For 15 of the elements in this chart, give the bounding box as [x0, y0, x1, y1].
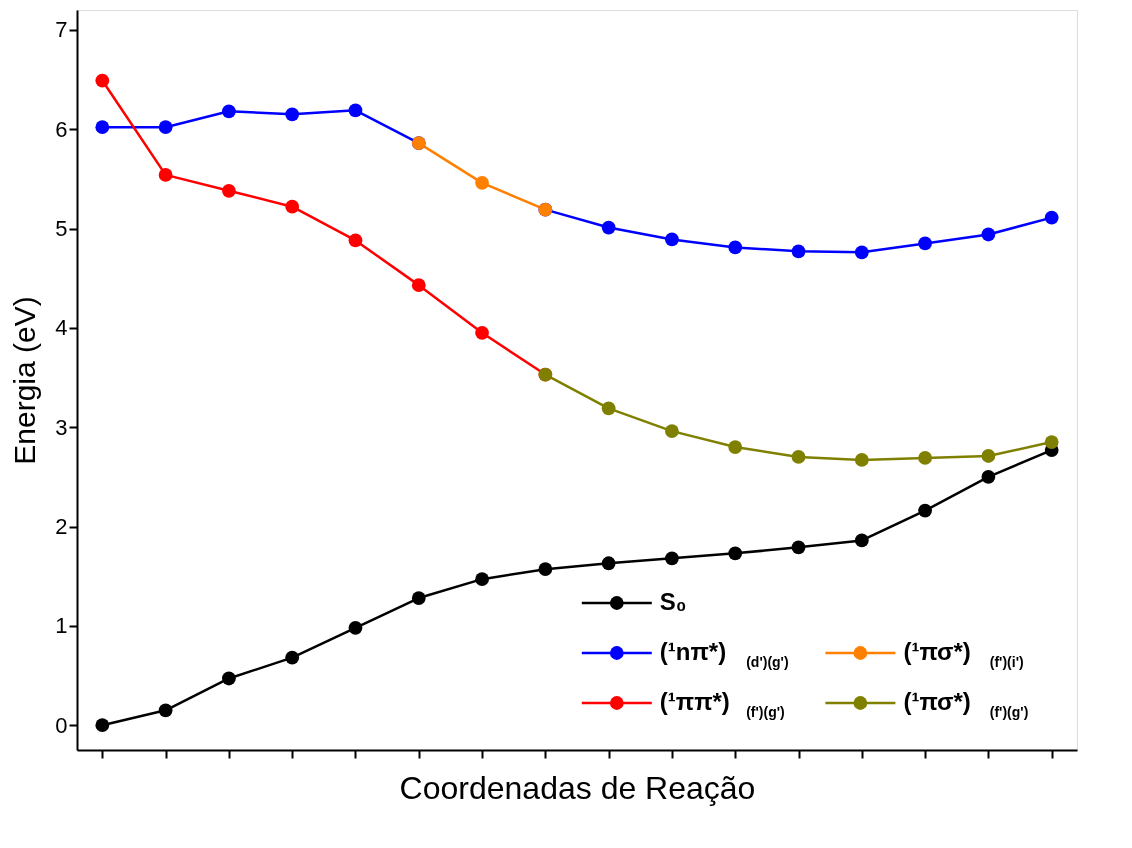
y-axis-title: Energia (eV) — [8, 296, 42, 465]
y-tick-label: 0 — [55, 712, 68, 738]
legend-label: S₀ — [659, 588, 687, 615]
y-tick-label: 1 — [55, 613, 68, 639]
legend-label: (¹πσ*)(f')(i') — [903, 638, 1024, 670]
y-tick-label: 6 — [55, 116, 68, 142]
x-axis-title: Coordenadas de Reação — [399, 769, 756, 806]
y-tick-label: 2 — [55, 514, 68, 540]
y-tick-label: 7 — [55, 17, 68, 43]
legend-label: (¹ππ*)(f')(g') — [659, 688, 785, 720]
y-tick-label: 4 — [55, 315, 68, 341]
y-tick-label: 5 — [55, 216, 68, 242]
legend-label: (¹πσ*)(f')(g') — [903, 688, 1029, 720]
y-tick-label: 3 — [55, 414, 68, 440]
legend-label: (¹nπ*)(d')(g') — [659, 638, 789, 670]
